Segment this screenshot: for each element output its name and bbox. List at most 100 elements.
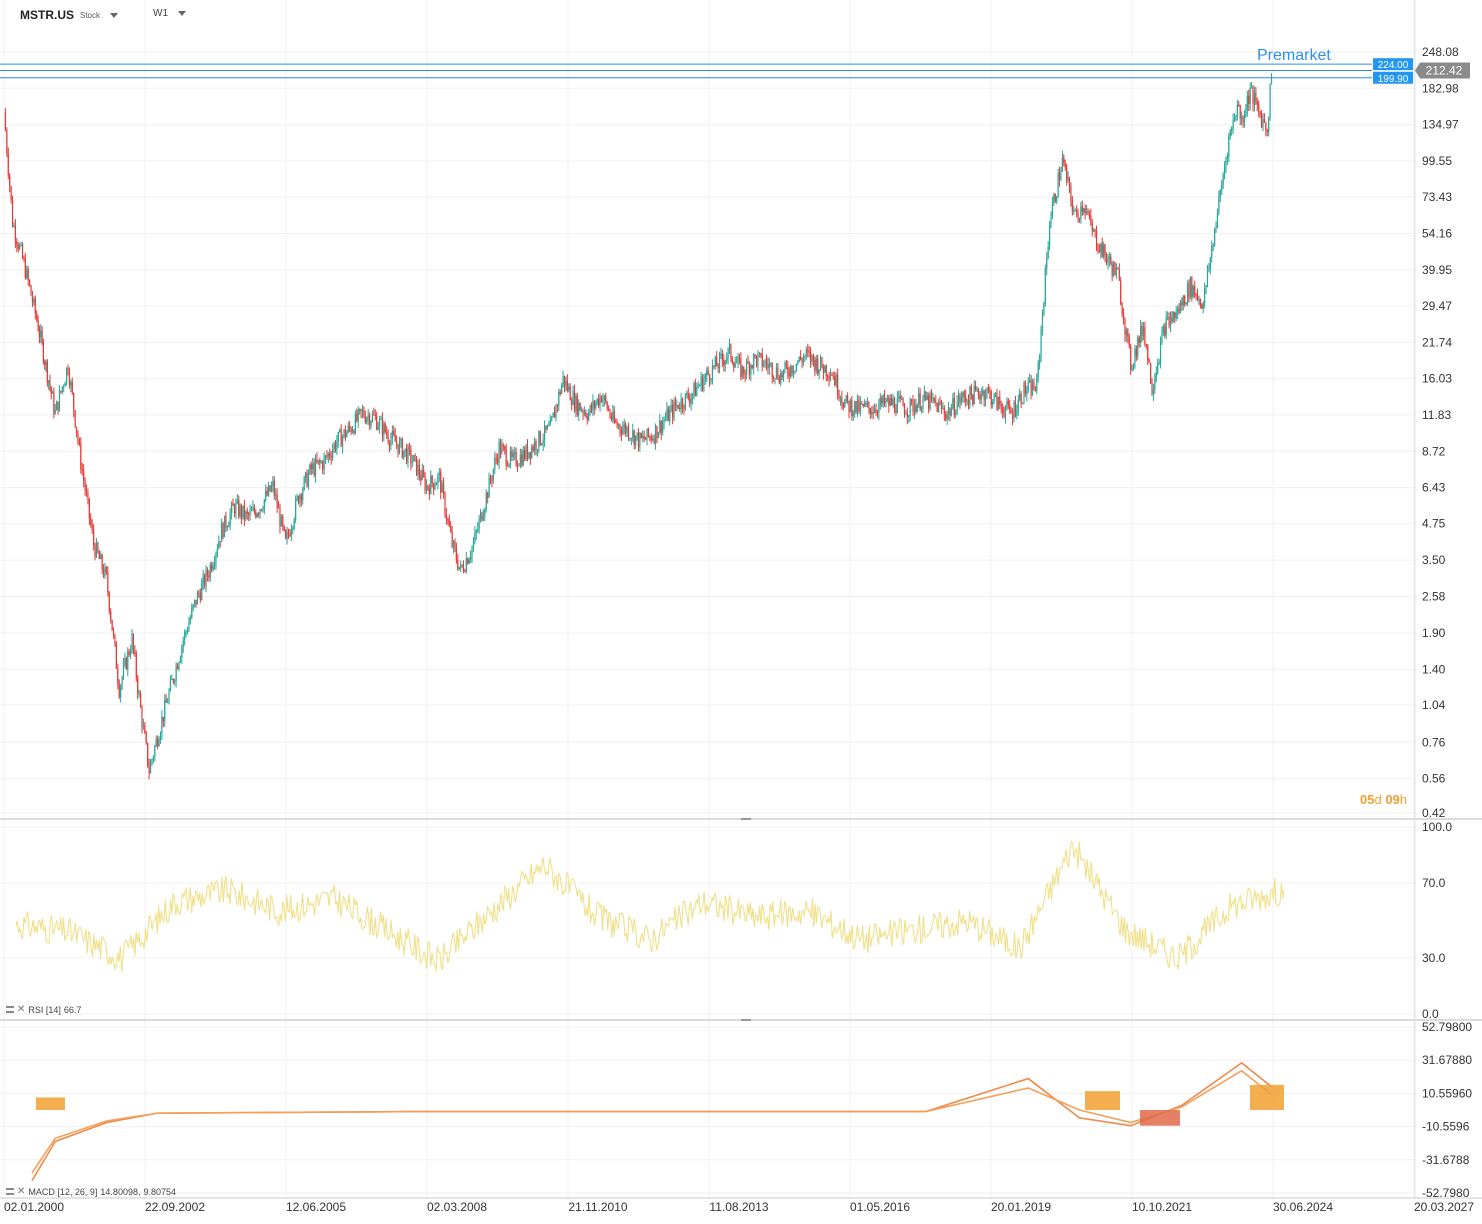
candle [649, 435, 651, 442]
candle [677, 404, 679, 410]
candle [933, 397, 935, 404]
chevron-down-icon[interactable] [178, 11, 186, 16]
candle [181, 644, 183, 664]
candle [162, 716, 164, 728]
close-icon[interactable]: ✕ [17, 1004, 26, 1015]
candle [226, 525, 228, 531]
candle [518, 463, 520, 467]
settings-icon[interactable] [6, 1006, 14, 1013]
candle [743, 366, 745, 379]
macd-tick-label: 10.55960 [1422, 1086, 1472, 1100]
candle [179, 655, 181, 664]
candle [314, 454, 317, 483]
price-tick-label: 11.83 [1422, 408, 1451, 422]
candle [526, 439, 529, 462]
rsi-legend[interactable]: ✕ RSI [14] 66.7 [6, 1004, 81, 1015]
candle [27, 265, 29, 286]
symbol-selector[interactable]: MSTR.US Stock [20, 8, 119, 22]
candle [1262, 113, 1264, 132]
candle [1250, 82, 1253, 89]
candle [1061, 150, 1063, 173]
candle [1162, 324, 1164, 337]
candle [444, 491, 446, 518]
candle [218, 535, 220, 550]
candle [57, 401, 59, 415]
candle [1270, 73, 1273, 85]
candle [102, 564, 105, 579]
candle [401, 437, 403, 459]
candle [1229, 128, 1231, 140]
candle [78, 437, 80, 447]
candle [760, 352, 762, 358]
candle [1054, 193, 1056, 204]
candle [632, 423, 634, 443]
candle [1154, 373, 1156, 394]
candle [755, 354, 758, 368]
candle [928, 392, 930, 414]
candle [497, 453, 499, 466]
price-tick-label: 21.74 [1422, 335, 1452, 349]
candle [88, 497, 90, 525]
candle [896, 391, 898, 414]
candle [571, 397, 573, 411]
candle [512, 449, 514, 461]
candle [317, 460, 319, 465]
candle [1252, 84, 1254, 112]
candle [1145, 343, 1147, 350]
candle [141, 704, 143, 734]
candle [996, 388, 998, 412]
macd-legend[interactable]: ✕ MACD [12, 26, 9] 14.80098, 9.80754 [6, 1186, 176, 1197]
candle [316, 452, 318, 464]
candle [341, 434, 344, 454]
candle [862, 403, 864, 408]
candle [1132, 362, 1135, 371]
candle [157, 735, 159, 750]
candle [1194, 280, 1196, 298]
candle [635, 435, 637, 450]
candle [650, 433, 652, 444]
candle [620, 426, 622, 442]
candle [865, 400, 867, 408]
candle [926, 391, 928, 401]
timeframe-label: W1 [153, 8, 168, 19]
candle [957, 389, 960, 408]
candle [643, 430, 645, 443]
candle [825, 364, 827, 382]
candle [733, 361, 735, 373]
candle [138, 689, 140, 698]
candle [225, 511, 227, 532]
candle [1241, 111, 1243, 126]
candle [960, 391, 962, 406]
time-tick-label: 01.05.2016 [850, 1200, 910, 1214]
candle [589, 404, 591, 416]
horizontal-lines[interactable] [0, 63, 1372, 79]
candle [367, 408, 369, 425]
candle [1212, 243, 1214, 252]
candle [499, 438, 502, 459]
candle [565, 376, 567, 392]
candle [26, 265, 28, 280]
candle [394, 427, 396, 442]
candle [1118, 263, 1120, 281]
candle [425, 479, 428, 494]
candle [807, 343, 809, 358]
candle [585, 409, 587, 418]
timeframe-selector[interactable]: W1 [153, 8, 186, 19]
time-tick-label: 21.11.2010 [568, 1200, 627, 1214]
chevron-down-icon[interactable] [110, 12, 119, 18]
candle [359, 408, 361, 415]
candle [1206, 264, 1209, 288]
candle [588, 408, 590, 422]
candle [377, 421, 379, 431]
candle [1258, 100, 1260, 118]
candle [553, 406, 556, 418]
candle [1161, 326, 1163, 345]
settings-icon[interactable] [6, 1188, 14, 1195]
candle [477, 522, 479, 534]
candle [1041, 309, 1044, 336]
candle [623, 418, 625, 435]
candle [824, 365, 826, 373]
candle [148, 758, 150, 780]
close-icon[interactable]: ✕ [17, 1186, 26, 1197]
